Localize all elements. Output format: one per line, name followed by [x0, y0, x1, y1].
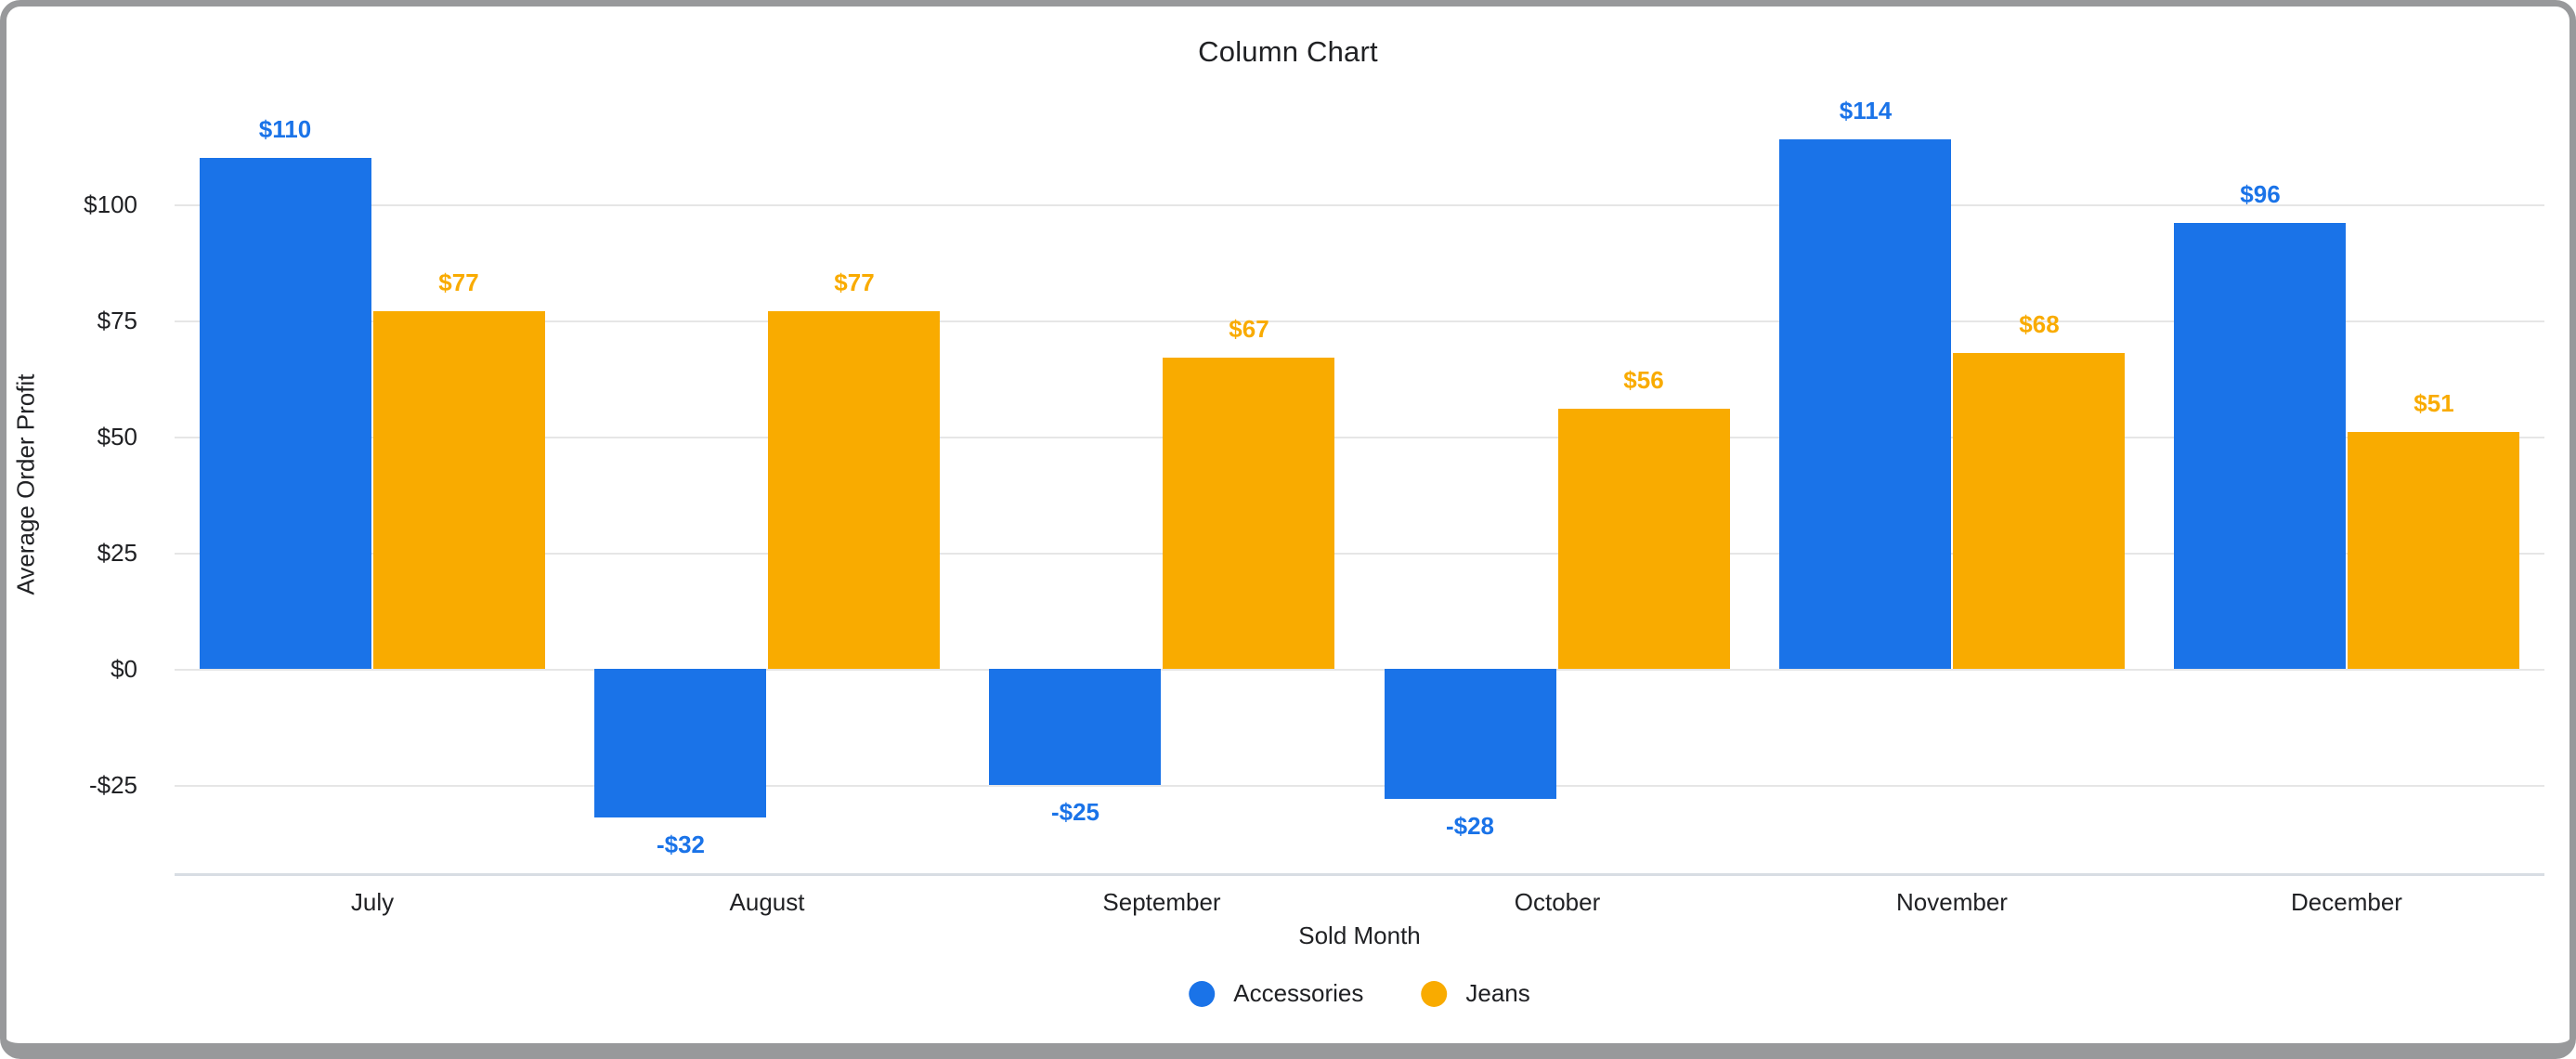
bar-value-label-accessories-october: -$28	[1445, 812, 1495, 840]
x-tick-october: October	[1514, 888, 1601, 916]
legend-dot-accessories	[1189, 980, 1216, 1007]
gridline--0	[175, 669, 2544, 671]
bar-value-label-jeans-july: $77	[438, 268, 479, 296]
bar-jeans-august[interactable]	[768, 311, 940, 669]
bar-jeans-december[interactable]	[2348, 432, 2519, 669]
gridline--100	[175, 204, 2544, 206]
x-tick-august: August	[729, 888, 805, 916]
x-axis-line	[175, 873, 2544, 876]
bar-jeans-october[interactable]	[1558, 409, 1730, 669]
chart-title: Column Chart	[1198, 35, 1378, 68]
bar-accessories-november[interactable]	[1779, 139, 1951, 669]
gridline--50	[175, 437, 2544, 438]
bar-value-label-jeans-december: $51	[2413, 389, 2454, 417]
bar-accessories-august[interactable]	[594, 669, 766, 817]
bar-accessories-september[interactable]	[989, 669, 1161, 785]
y-tick-label: -$25	[88, 771, 137, 799]
bar-value-label-accessories-december: $96	[2240, 180, 2281, 208]
legend-dot-jeans	[1421, 980, 1448, 1007]
bar-accessories-october[interactable]	[1385, 669, 1556, 799]
legend-label-jeans: Jeans	[1465, 979, 1530, 1007]
y-tick-label: $75	[97, 307, 137, 334]
y-tick-label: $25	[97, 539, 137, 567]
y-tick-label: $100	[84, 190, 137, 218]
legend-item-accessories[interactable]: Accessories	[1189, 979, 1363, 1008]
bar-accessories-december[interactable]	[2174, 223, 2346, 669]
legend-label-accessories: Accessories	[1233, 979, 1364, 1007]
bar-value-label-accessories-august: -$32	[656, 830, 706, 858]
x-axis-title: Sold Month	[1298, 922, 1421, 949]
legend: Accessories Jeans	[1189, 979, 1530, 1008]
bar-jeans-september[interactable]	[1163, 358, 1334, 669]
bar-jeans-july[interactable]	[373, 311, 545, 669]
bar-value-label-jeans-october: $56	[1623, 366, 1664, 394]
x-tick-november: November	[1896, 888, 2008, 916]
gridline--25	[175, 553, 2544, 555]
bar-jeans-november[interactable]	[1953, 353, 2125, 669]
bar-value-label-jeans-november: $68	[2019, 310, 2060, 338]
y-tick-label: $50	[97, 423, 137, 451]
bar-value-label-accessories-july: $110	[258, 115, 312, 143]
legend-item-jeans[interactable]: Jeans	[1421, 979, 1530, 1008]
bar-value-label-accessories-september: -$25	[1050, 798, 1100, 826]
x-tick-december: December	[2291, 888, 2402, 916]
bar-value-label-jeans-september: $67	[1229, 315, 1269, 343]
y-tick-label: $0	[111, 655, 137, 683]
bar-value-label-accessories-november: $114	[1839, 97, 1893, 124]
bar-accessories-july[interactable]	[200, 158, 371, 669]
gridline--75	[175, 320, 2544, 322]
x-tick-july: July	[350, 888, 395, 916]
bar-value-label-jeans-august: $77	[834, 268, 875, 296]
gridline--25	[175, 785, 2544, 787]
x-tick-september: September	[1102, 888, 1221, 916]
